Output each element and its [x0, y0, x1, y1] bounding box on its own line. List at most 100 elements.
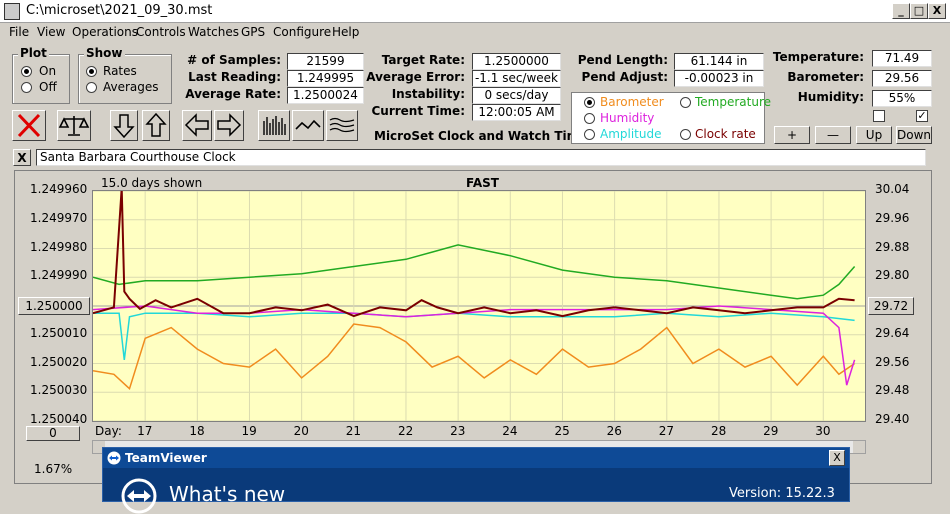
teamviewer-headline: What's new	[169, 482, 286, 506]
stop-button[interactable]	[12, 110, 46, 141]
pend-length-label: Pend Length:	[577, 53, 668, 67]
plus-button[interactable]: +	[774, 126, 810, 144]
x-tick-label: 23	[450, 424, 466, 438]
target-rate-value[interactable]: 1.2500000	[472, 53, 561, 70]
down-button[interactable]: Down	[896, 126, 932, 144]
x-tick-label: 27	[658, 424, 675, 438]
pend-adjust-value: -0.00023 in	[674, 70, 764, 87]
clear-watch-button[interactable]: X	[13, 149, 31, 166]
humidity-value: 55%	[872, 90, 932, 107]
balance-button[interactable]	[57, 110, 91, 141]
down-arrow-button[interactable]	[110, 110, 138, 141]
checkbox-1[interactable]	[873, 110, 885, 122]
minimize-button[interactable]: _	[892, 3, 910, 19]
x-tick-label: 22	[397, 424, 414, 438]
scale-icon	[58, 116, 90, 136]
plot-off-label: Off	[39, 80, 57, 94]
chart-title: FAST	[466, 176, 499, 190]
menu-gps[interactable]: GPS	[241, 25, 266, 39]
temperature-value: 71.49	[872, 50, 932, 67]
center-left-button[interactable]: 1.250000	[18, 297, 90, 315]
plot-group	[12, 54, 70, 104]
bars-view-button[interactable]	[258, 110, 290, 141]
show-rates-label: Rates	[103, 64, 137, 78]
chart-plot-area	[92, 190, 866, 422]
average-rate-value: 1.2500024	[287, 87, 364, 104]
plot-group-title: Plot	[18, 46, 49, 60]
last-reading-label: Last Reading:	[188, 70, 281, 84]
menu-bar: File View Operations Controls Watches GP…	[0, 23, 950, 41]
legend-amplitude-radio[interactable]	[584, 129, 595, 140]
menu-file[interactable]: File	[9, 25, 30, 39]
center-right-button[interactable]: 29.72	[868, 297, 914, 315]
menu-operations[interactable]: Operations	[72, 25, 138, 39]
multi-wave-button[interactable]	[326, 110, 358, 141]
x-tick-label: 18	[189, 424, 205, 438]
maximize-button[interactable]: □	[910, 3, 928, 19]
watch-name-input[interactable]: Santa Barbara Courthouse Clock	[36, 149, 926, 166]
legend-humidity-radio[interactable]	[584, 113, 595, 124]
y-left-tick-label: 1.250030	[30, 383, 88, 398]
x-tick-label: 25	[554, 424, 570, 438]
x-tick-label: 30	[815, 424, 831, 438]
x-tick-label: 17	[137, 424, 153, 438]
barometer-label: Barometer:	[787, 70, 864, 84]
y-left-tick-label: 1.249960	[30, 182, 88, 196]
bottom-left-button[interactable]: 0	[26, 426, 80, 441]
y-right-tick-label: 29.40	[875, 412, 910, 426]
up-button[interactable]: Up	[856, 126, 892, 144]
right-arrow-icon	[217, 113, 242, 137]
bar-chart-icon	[263, 116, 286, 135]
y-right-tick-label: 29.80	[875, 268, 910, 283]
percent-readout: 1.67%	[34, 462, 73, 476]
temperature-label: Temperature:	[772, 50, 864, 64]
right-arrow-button[interactable]	[214, 110, 244, 141]
legend-clockrate-label: Clock rate	[695, 127, 756, 141]
x-tick-label: 24	[502, 424, 518, 438]
menu-configure[interactable]: Configure	[273, 25, 332, 39]
x-tick-label: 29	[763, 424, 779, 438]
series-line-barometer	[93, 323, 856, 391]
left-arrow-button[interactable]	[182, 110, 212, 141]
show-averages-label: Averages	[103, 80, 159, 94]
close-button[interactable]: X	[928, 3, 946, 19]
legend-barometer-radio[interactable]	[584, 97, 595, 108]
checkbox-2[interactable]: ✓	[916, 109, 928, 122]
legend-amplitude-label: Amplitude	[600, 127, 662, 141]
teamviewer-version: Version: 15.22.3	[729, 486, 835, 501]
minus-button[interactable]: —	[815, 126, 851, 144]
wave-line-icon	[295, 119, 321, 130]
y-right-tick-label: 30.04	[875, 182, 910, 196]
scroll-right-arrow[interactable]	[853, 441, 865, 453]
pend-length-value[interactable]: 61.144 in	[674, 53, 764, 70]
series-line-amplitude	[93, 312, 855, 360]
teamviewer-header: TeamViewer X	[103, 448, 849, 468]
legend-temperature-radio[interactable]	[680, 97, 691, 108]
app-icon[interactable]	[4, 3, 20, 20]
menu-controls[interactable]: Controls	[136, 25, 186, 39]
menu-watches[interactable]: Watches	[188, 25, 239, 39]
teamviewer-close-button[interactable]: X	[829, 450, 845, 466]
plot-on-label: On	[39, 64, 57, 78]
show-averages-radio[interactable]	[86, 82, 97, 93]
show-rates-radio[interactable]	[86, 66, 97, 77]
up-arrow-button[interactable]	[142, 110, 170, 141]
menu-help[interactable]: Help	[332, 25, 360, 39]
up-arrow-icon	[145, 112, 167, 137]
instability-label: Instability:	[391, 87, 465, 101]
plot-on-radio[interactable]	[21, 66, 32, 77]
series-legend: Barometer Temperature Humidity Amplitude…	[571, 92, 771, 144]
y-left-tick-label: 1.250020	[30, 354, 88, 369]
legend-humidity-label: Humidity	[600, 111, 655, 125]
triple-wave-icon	[329, 117, 355, 133]
menu-view[interactable]: View	[37, 25, 66, 39]
line-view-button[interactable]	[292, 110, 324, 141]
teamviewer-big-logo-icon	[121, 478, 157, 514]
x-tick-label: 26	[606, 424, 622, 438]
x-tick-label: 19	[241, 424, 257, 438]
x-axis-label: Day:	[95, 424, 122, 438]
legend-clockrate-radio[interactable]	[680, 129, 691, 140]
current-time-value: 12:00:05 AM	[472, 104, 561, 121]
window-title: C:\microset\2021_09_30.mst	[26, 3, 213, 18]
plot-off-radio[interactable]	[21, 82, 32, 93]
